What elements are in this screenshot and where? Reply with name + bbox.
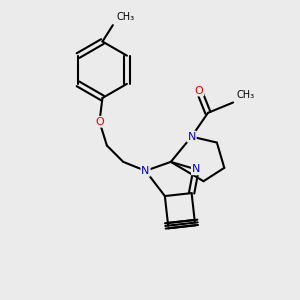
Text: N: N [141, 166, 150, 176]
Text: N: N [188, 132, 196, 142]
Text: N: N [192, 164, 200, 174]
Text: CH₃: CH₃ [236, 90, 254, 100]
Text: CH₃: CH₃ [116, 12, 134, 22]
Text: O: O [195, 85, 203, 96]
Text: O: O [95, 117, 104, 127]
